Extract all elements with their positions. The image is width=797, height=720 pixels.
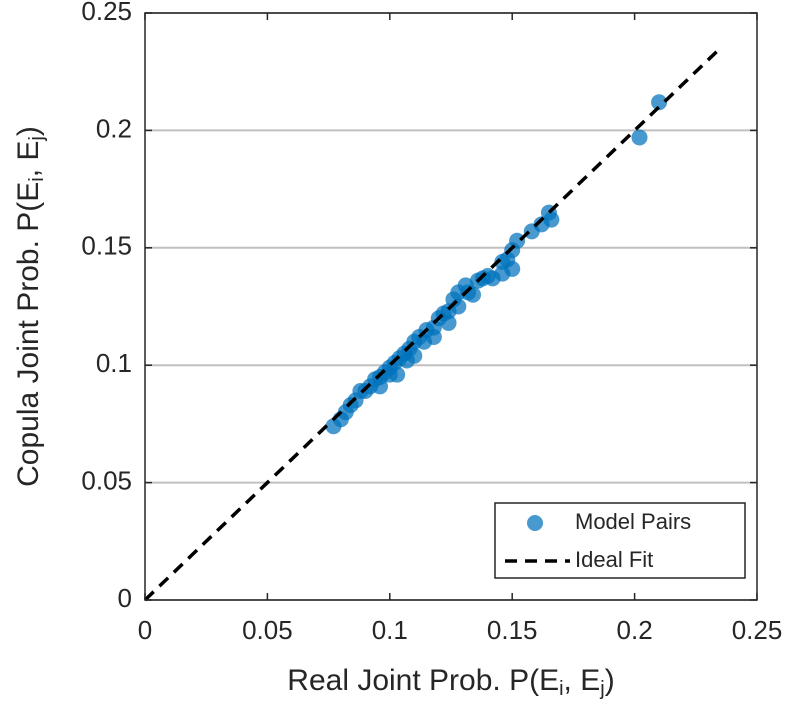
point xyxy=(372,378,389,395)
x-tick-label: 0.25 xyxy=(732,615,783,645)
y-tick-label: 0 xyxy=(118,583,132,613)
point xyxy=(325,418,342,435)
point xyxy=(406,347,423,364)
xlabel-label-part: Real Joint Prob. P(E xyxy=(287,664,559,697)
ylabel-label-part: Copula Joint Prob. P(E xyxy=(12,182,45,487)
xlabel-label-part: i xyxy=(559,678,563,700)
y-tick-label: 0.05 xyxy=(81,465,132,495)
ylabel-label-part: ) xyxy=(12,126,45,136)
point xyxy=(631,129,648,146)
ideal-line xyxy=(143,46,722,602)
point xyxy=(389,366,406,383)
xlabel-label: Real Joint Prob. P(Ei, Ej) xyxy=(287,664,614,700)
y-tick-label: 0.1 xyxy=(96,348,132,378)
x-tick-label: 0 xyxy=(138,615,152,645)
legend-label: Model Pairs xyxy=(575,509,691,534)
point xyxy=(425,329,442,346)
point xyxy=(494,253,511,270)
ylabel-label-part: j xyxy=(26,136,48,141)
y-tick-label: 0.2 xyxy=(96,113,132,143)
x-tick-label: 0.1 xyxy=(372,615,408,645)
point xyxy=(479,267,496,284)
legend-marker xyxy=(527,515,543,531)
point xyxy=(523,223,540,240)
y-tick-label: 0.25 xyxy=(81,0,132,26)
xlabel-label-part: , E xyxy=(564,664,601,697)
x-tick-label: 0.15 xyxy=(487,615,538,645)
point xyxy=(651,94,668,111)
ylabel-label-part: , E xyxy=(12,141,45,178)
xlabel-label-part: j xyxy=(599,678,604,700)
ylabel-label-part: i xyxy=(26,177,48,181)
point xyxy=(440,314,457,331)
x-tick-label: 0.2 xyxy=(617,615,653,645)
legend-label: Ideal Fit xyxy=(575,547,653,572)
y-tick-label: 0.15 xyxy=(81,231,132,261)
plot-frame xyxy=(144,12,758,601)
xlabel-label-part: ) xyxy=(605,664,615,697)
x-tick-label: 0.05 xyxy=(242,615,293,645)
ylabel-label: Copula Joint Prob. P(Ei, Ej) xyxy=(12,126,48,487)
